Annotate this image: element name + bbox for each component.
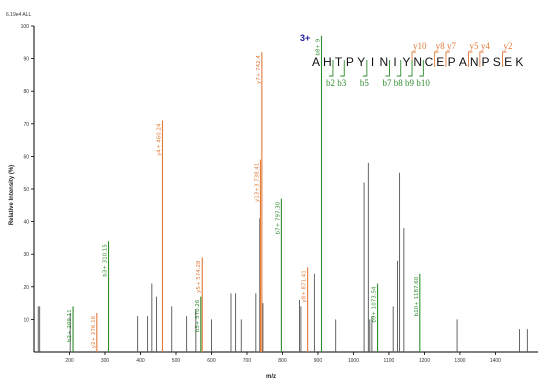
y-ion-label: y7 bbox=[447, 41, 457, 51]
peak-labels-layer: b2+ 209.11 y2+ 276.16 b3+ 310.15 y4+ 460.24… bbox=[67, 38, 420, 348]
sequence-residue: C bbox=[425, 55, 434, 69]
sequence-residue: A bbox=[459, 55, 467, 69]
b-ion-bracket bbox=[419, 60, 424, 77]
b-ion-label: b5 bbox=[360, 78, 370, 88]
peak-label: y5+ 574.28 bbox=[196, 260, 202, 293]
x-tick-label: 900 bbox=[314, 358, 323, 364]
sequence-residue: T bbox=[335, 55, 343, 69]
sequence-residue: H bbox=[323, 55, 332, 69]
b-ion-label: b8 bbox=[394, 78, 404, 88]
b-ion-bracket bbox=[328, 60, 334, 77]
sequence-residue: E bbox=[504, 55, 512, 69]
b-ion-bracket bbox=[340, 60, 345, 77]
intensity-scale-label: 6.19e4 ALL bbox=[6, 12, 32, 18]
y-tick-label: 30 bbox=[23, 252, 29, 258]
y-ion-label: y8 bbox=[436, 41, 446, 51]
peaks-layer bbox=[37, 35, 528, 352]
y-ion-bracket bbox=[468, 51, 473, 67]
x-tick-label: 600 bbox=[207, 358, 216, 364]
peak-label: y13+3 738.41 bbox=[254, 163, 260, 202]
y-ion-label: y10 bbox=[413, 41, 427, 51]
charge-state-label: 3+ bbox=[300, 33, 310, 43]
y-tick-label: 40 bbox=[23, 220, 29, 226]
y-tick-label: 10 bbox=[23, 317, 29, 323]
y-ion-bracket bbox=[434, 51, 439, 67]
y-ion-bracket bbox=[479, 51, 484, 67]
x-tick-label: 1300 bbox=[454, 358, 465, 364]
sequence-residue: K bbox=[515, 55, 523, 69]
peak-label: b7+ 797.30 bbox=[275, 201, 281, 234]
peak-label: y4+ 460.24 bbox=[156, 123, 162, 156]
sequence-residue: N bbox=[413, 55, 422, 69]
peak-label: y7+ 742.4 bbox=[256, 55, 262, 84]
sequence-residue: P bbox=[346, 55, 354, 69]
y-ion-bracket bbox=[502, 51, 507, 67]
x-tick-label: 500 bbox=[172, 358, 181, 364]
peak-label: y8+ 871.41 bbox=[302, 270, 308, 302]
peak-label: y2+ 276.16 bbox=[91, 315, 97, 348]
y-ion-label: y2 bbox=[503, 41, 512, 51]
x-tick-label: 300 bbox=[101, 358, 110, 364]
x-axis-label: m/z bbox=[266, 374, 276, 380]
y-tick-label: 80 bbox=[23, 89, 29, 95]
b-ion-bracket bbox=[385, 60, 390, 77]
sequence-residue: I bbox=[393, 55, 396, 69]
x-tick-label: 700 bbox=[243, 358, 252, 364]
y-tick-label: 100 bbox=[21, 24, 30, 30]
sequence-residue: E bbox=[436, 55, 444, 69]
sequence-residue: P bbox=[448, 55, 456, 69]
y-ion-label: y4 bbox=[481, 41, 491, 51]
b-ion-bracket bbox=[408, 60, 413, 77]
b-ion-label: b7 bbox=[382, 78, 392, 88]
x-tick-label: 1100 bbox=[384, 358, 395, 364]
peak-label: b10+ 1187.60 bbox=[414, 276, 420, 316]
peak-label: b2+ 209.11 bbox=[67, 309, 73, 342]
b-ion-bracket bbox=[362, 60, 368, 77]
x-tick-label: 1000 bbox=[348, 358, 359, 364]
y-tick-label: 50 bbox=[23, 187, 29, 193]
sequence-residue: S bbox=[493, 55, 501, 69]
b-ion-label: b9 bbox=[405, 78, 415, 88]
sequence-residue: A bbox=[312, 55, 320, 69]
y-tick-label: 60 bbox=[23, 154, 29, 160]
peak-label: b9+ 1073.54 bbox=[372, 286, 378, 323]
sequence-residue: Y bbox=[357, 55, 365, 69]
y-ion-bracket bbox=[445, 51, 450, 67]
x-tick-label: 400 bbox=[136, 358, 145, 364]
chart-axes: 200 300 400 500 600 700 800 900 1000 1100 1200 1300… bbox=[21, 24, 538, 364]
peak-label: b3+ 310.15 bbox=[103, 244, 109, 277]
y-ion-label: y5 bbox=[470, 41, 480, 51]
x-tick-label: 1400 bbox=[490, 358, 501, 364]
b-ion-label: b10 bbox=[416, 78, 430, 88]
y-tick-label: 70 bbox=[23, 122, 29, 128]
x-tick-label: 1200 bbox=[419, 358, 430, 364]
y-axis-label: Relative Intensity (%) bbox=[9, 165, 15, 225]
b-ion-label: b2 bbox=[326, 78, 335, 88]
sequence-residue: Y bbox=[402, 55, 410, 69]
b-ion-label: b3 bbox=[337, 78, 347, 88]
x-tick-label: 800 bbox=[278, 358, 287, 364]
peak-label: b8+ 9 bbox=[315, 38, 321, 55]
x-tick-label: 200 bbox=[65, 358, 74, 364]
sequence-residue: N bbox=[379, 55, 388, 69]
sequence-residue: I bbox=[371, 55, 374, 69]
y-tick-label: 20 bbox=[23, 285, 29, 291]
sequence-residue: P bbox=[481, 55, 489, 69]
sequence-residue: N bbox=[470, 55, 479, 69]
b-ion-bracket bbox=[396, 60, 402, 77]
y-tick-label: 90 bbox=[23, 57, 29, 63]
peak-label: b5+ 570.26 bbox=[195, 299, 201, 332]
